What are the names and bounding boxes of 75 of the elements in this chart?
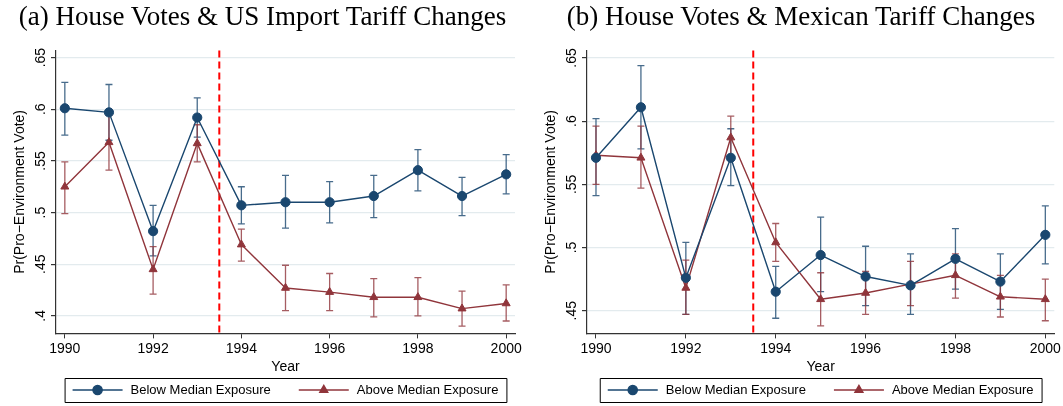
y-tick-label: .55	[562, 174, 579, 195]
y-tick-label: .55	[31, 150, 48, 171]
point	[770, 286, 781, 297]
point	[995, 276, 1006, 287]
y-tick-label: .6	[562, 115, 579, 127]
point	[148, 226, 159, 237]
x-tick-label: 1992	[670, 339, 702, 356]
y-tick-label: .45	[31, 254, 48, 274]
point	[368, 190, 379, 202]
point	[236, 239, 246, 248]
point	[950, 253, 961, 264]
point	[950, 270, 960, 279]
x-tick-label: 1996	[850, 339, 882, 356]
point	[60, 181, 70, 190]
y-tick-label: .45	[562, 300, 579, 321]
point	[192, 112, 203, 123]
y-tick-label: .65	[562, 48, 579, 68]
point	[636, 152, 646, 161]
point	[104, 137, 114, 146]
point	[148, 264, 158, 273]
legend-label: Above Median Exposure	[356, 382, 499, 398]
point	[1040, 294, 1050, 303]
point	[590, 152, 602, 163]
x-tick-label: 2000	[490, 339, 522, 356]
x-tick-label: 1994	[225, 339, 258, 356]
point	[457, 303, 467, 312]
point	[192, 138, 202, 147]
x-tick-label: 1998	[939, 339, 972, 356]
point	[369, 292, 379, 301]
point	[59, 103, 70, 114]
chart-title: (a) House Votes & US Import Tariff Changes	[18, 1, 507, 32]
legend-label: Below Median Exposure	[665, 382, 806, 398]
legend-label: Below Median Exposure	[130, 382, 271, 398]
x-axis-title: Year	[806, 358, 836, 375]
x-tick-label: 2000	[1029, 339, 1062, 356]
point	[816, 294, 826, 303]
x-tick-label: 1994	[760, 339, 792, 356]
point	[861, 287, 871, 296]
legend-label: Above Median Exposure	[891, 382, 1034, 398]
point	[281, 282, 290, 291]
point	[501, 169, 512, 180]
x-axis-title: Year	[271, 358, 300, 375]
y-tick-label: .5	[31, 206, 48, 219]
point	[771, 237, 781, 246]
point	[1040, 229, 1051, 240]
point	[905, 280, 916, 291]
x-tick-label: 1990	[580, 339, 612, 356]
point	[725, 152, 736, 163]
point	[456, 190, 468, 202]
y-axis-title: Pr(Pro−Environment Vote)	[11, 110, 28, 274]
x-tick-label: 1998	[402, 339, 434, 356]
y-tick-label: .4	[31, 309, 48, 322]
point	[325, 286, 335, 295]
point	[103, 107, 115, 118]
x-tick-label: 1996	[314, 339, 346, 356]
y-tick-label: .6	[31, 103, 48, 116]
y-axis-title: Pr(Pro−Environment Vote)	[542, 110, 559, 274]
point	[324, 197, 335, 208]
chart-title: (b) House Votes & Mexican Tariff Changes	[566, 1, 1036, 32]
point	[681, 282, 691, 291]
point	[236, 200, 247, 211]
point	[280, 197, 291, 208]
point	[412, 165, 423, 176]
y-tick-label: .5	[562, 241, 579, 254]
point	[726, 132, 736, 141]
point	[680, 272, 691, 283]
point	[815, 249, 826, 261]
x-tick-label: 1990	[49, 339, 81, 356]
point	[995, 291, 1005, 300]
point	[635, 102, 647, 113]
point	[860, 271, 871, 282]
x-tick-label: 1992	[137, 339, 169, 356]
y-tick-label: .65	[31, 47, 48, 68]
point	[413, 292, 423, 301]
point	[501, 298, 511, 307]
